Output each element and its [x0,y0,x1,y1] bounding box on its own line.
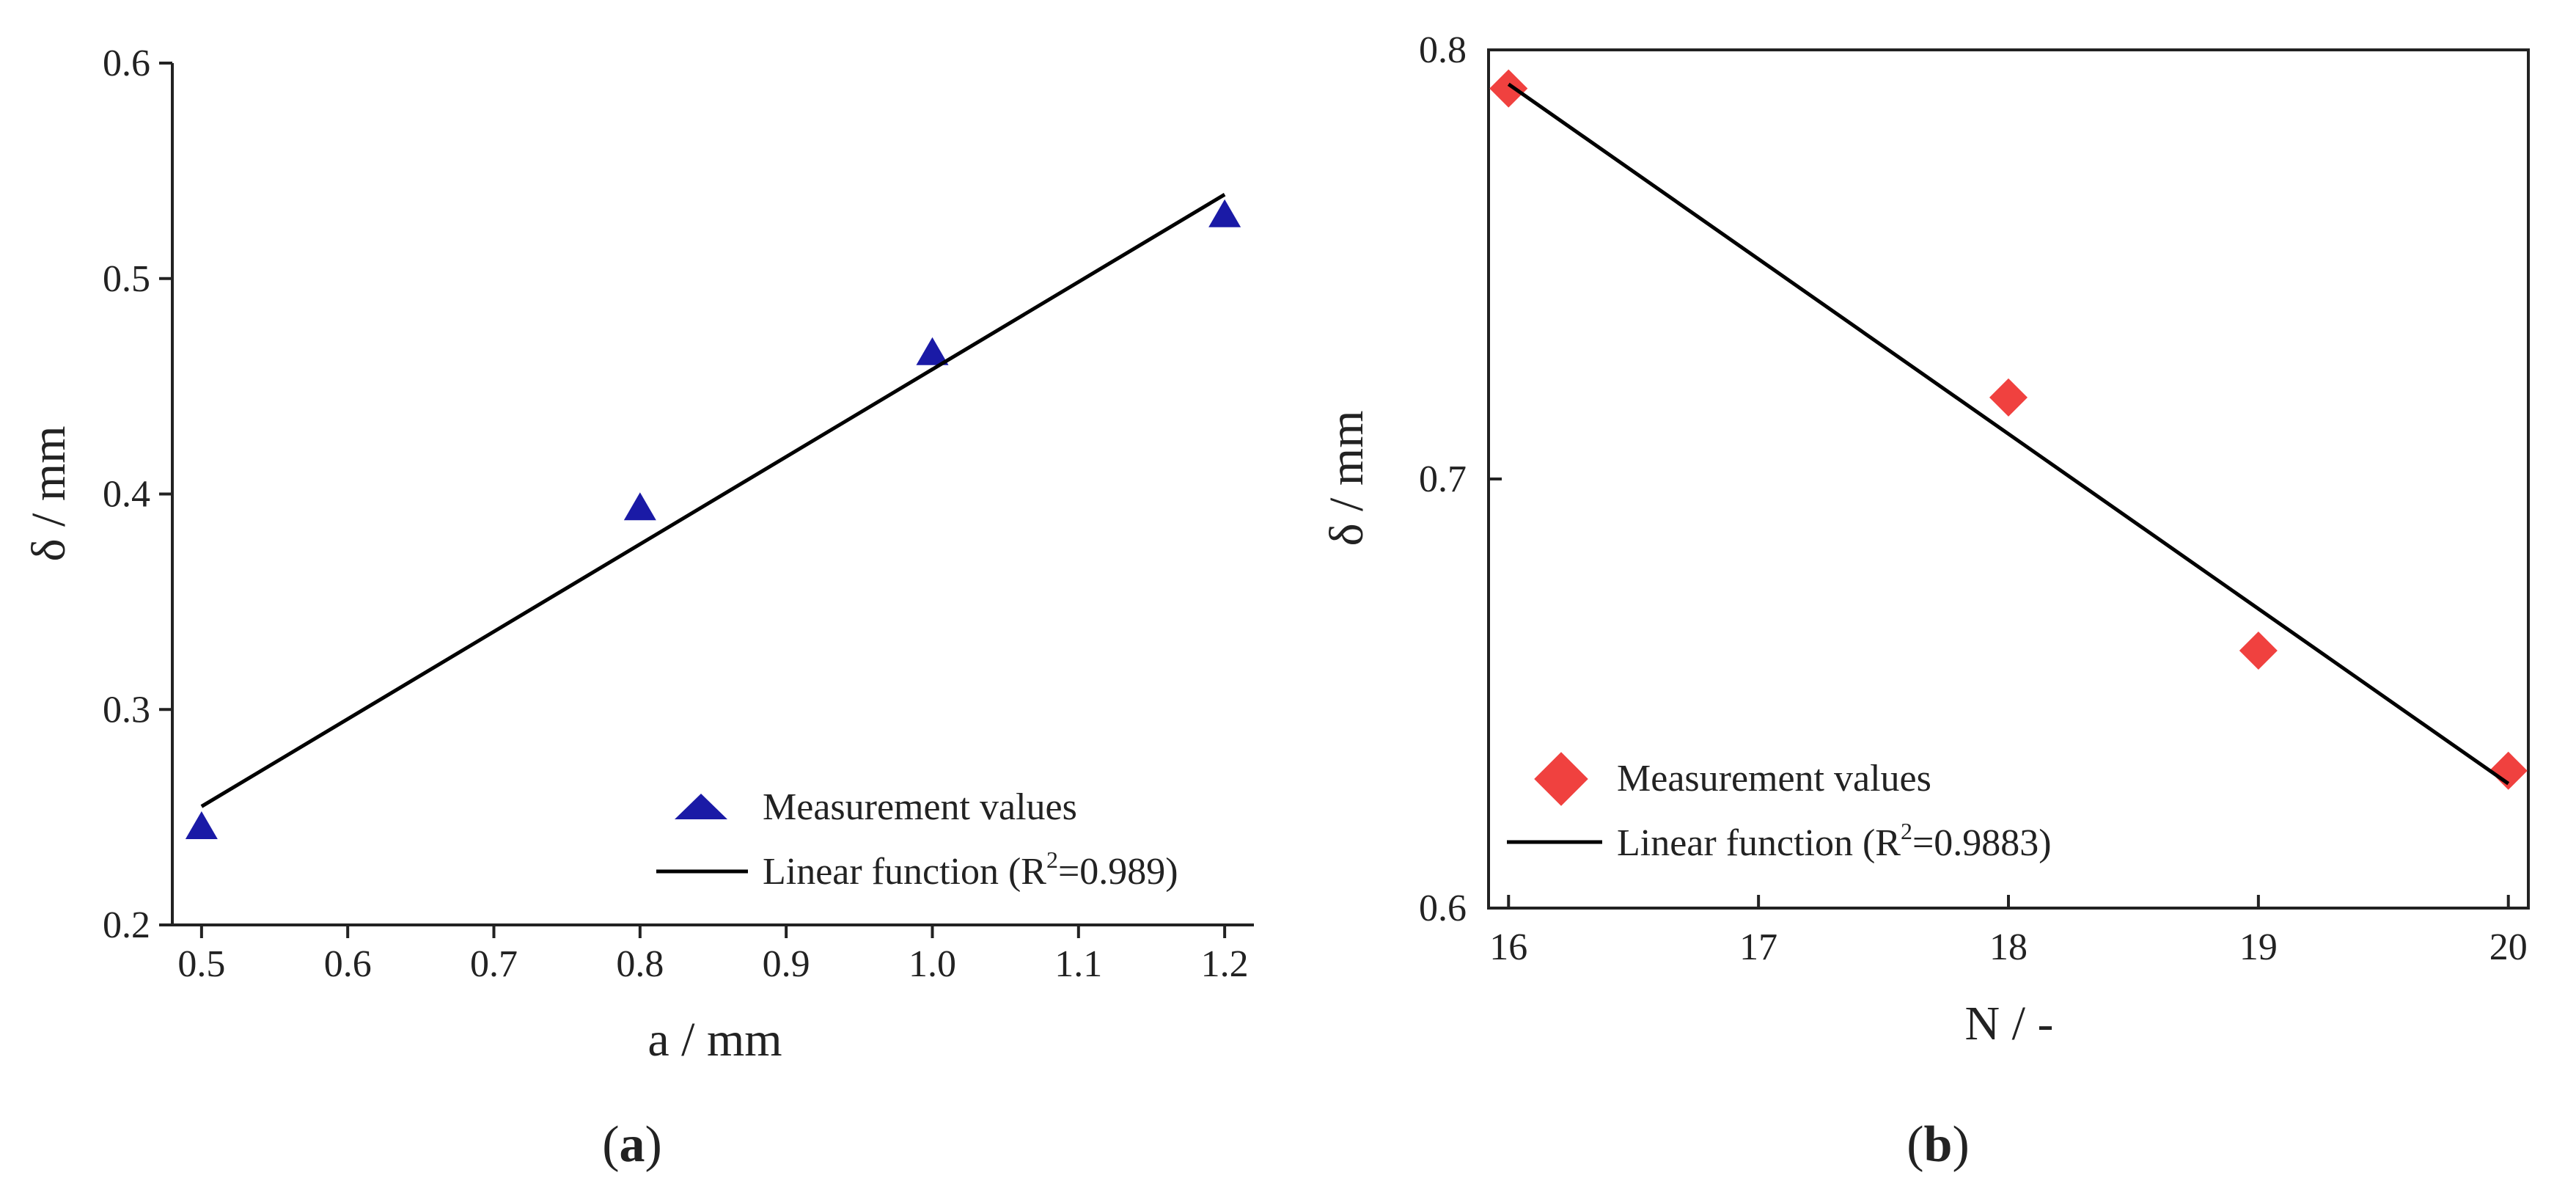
chart-b-data-point [1989,378,2028,417]
chart-a-legend: Measurement values Linear function (R2=0… [656,786,1178,893]
chart-b-x-tick-label: 20 [2489,926,2528,968]
chart-a-y-axis-title: δ / mm [22,425,76,561]
chart-a-data-point [1208,199,1241,227]
chart-a-y-ticks: 0.2 0.3 0.4 0.5 0.6 [103,43,172,946]
chart-a-x-tick-label: 0.7 [470,943,518,985]
chart-b-y-axis-title: δ / mm [1320,410,1373,546]
chart-a-x-tick-label: 0.5 [177,943,225,985]
chart-a-data-point [185,811,218,840]
chart-b-data-point [2239,632,2278,670]
chart-a-fit-line [200,193,1226,808]
chart-b-y-tick-label: 0.8 [1419,29,1467,71]
chart-a-series [185,193,1241,840]
chart-a-y-tick-label: 0.3 [103,689,150,731]
chart-b-fit-line [1507,82,2510,786]
chart-b-legend-linear-label: Linear function (R2=0.9883) [1617,818,2052,864]
chart-b-x-tick-label: 17 [1739,926,1777,968]
chart-a-x-tick-label: 0.9 [763,943,810,985]
chart-b-legend: Measurement values Linear function (R2=0… [1507,752,2052,864]
chart-b-series [1489,69,2528,790]
chart-b-x-tick-label: 19 [2239,926,2278,968]
chart-a-data-point [916,337,949,365]
chart-a-y-tick-label: 0.4 [103,474,150,516]
chart-b-caption: (b) [1907,1116,1970,1173]
chart-a-data-point [623,492,656,521]
chart-a-x-tick-label: 1.2 [1201,943,1249,985]
chart-b: 16 17 18 19 20 0.6 0.7 0.8 N / - δ / mm Measur… [1320,29,2530,1173]
chart-b-data-point [1489,69,1528,108]
chart-a-x-tick-label: 1.1 [1054,943,1102,985]
chart-a-x-tick-label: 0.8 [616,943,664,985]
chart-a-x-ticks: 0.5 0.6 0.7 0.8 0.9 1.0 1.1 1.2 [177,925,1249,985]
chart-a-caption: (a) [602,1116,662,1173]
chart-a-y-tick-label: 0.6 [103,43,150,84]
chart-b-legend-diamond-icon [1534,752,1588,806]
chart-a-legend-triangle-icon [675,794,727,819]
chart-b-data-point [2489,751,2528,790]
chart-a-y-tick-label: 0.2 [103,904,150,946]
chart-b-x-tick-label: 16 [1489,926,1527,968]
chart-a: 0.5 0.6 0.7 0.8 0.9 1.0 1.1 1.2 0.2 0.3 0.4 0.5 0.6… [22,43,1254,1173]
chart-b-y-ticks: 0.6 0.7 0.8 [1419,29,1502,929]
chart-a-y-tick-label: 0.5 [103,258,150,300]
chart-a-x-axis-title: a / mm [647,1013,782,1067]
chart-b-y-tick-label: 0.6 [1419,888,1467,929]
chart-b-legend-measurement-label: Measurement values [1617,758,1931,800]
chart-a-x-tick-label: 1.0 [909,943,956,985]
chart-a-legend-measurement-label: Measurement values [763,786,1077,828]
chart-b-x-ticks: 16 17 18 19 20 [1489,895,2528,968]
chart-a-x-tick-label: 0.6 [324,943,372,985]
chart-b-y-tick-label: 0.7 [1419,458,1467,500]
chart-b-x-tick-label: 18 [1989,926,2028,968]
chart-b-x-axis-title: N / - [1965,997,2054,1050]
chart-a-legend-linear-label: Linear function (R2=0.989) [763,846,1178,893]
